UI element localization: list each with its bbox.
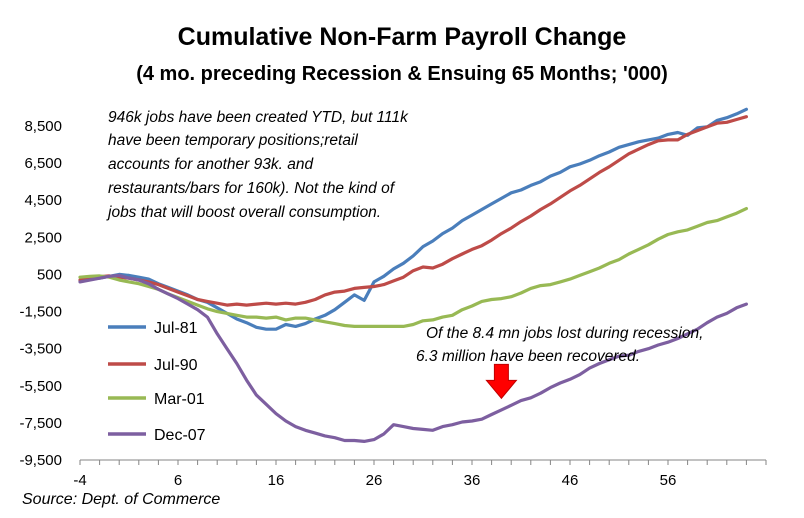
series-line-dec-07 <box>78 273 748 443</box>
y-tick-label: 4,500 <box>24 192 62 209</box>
x-tick-label: 26 <box>366 472 383 489</box>
y-tick-label: -9,500 <box>19 452 62 469</box>
note-line: 946k jobs have been created YTD, but 111… <box>108 109 409 126</box>
chart-subtitle: (4 mo. preceding Recession & Ensuing 65 … <box>136 63 668 85</box>
x-tick-label: 6 <box>174 472 182 489</box>
y-tick-label: 2,500 <box>24 229 62 246</box>
x-tick-label: 46 <box>562 472 579 489</box>
legend-label: Jul-90 <box>154 357 198 374</box>
y-tick-label: 8,500 <box>24 118 62 135</box>
chart-title: Cumulative Non-Farm Payroll Change <box>178 23 627 51</box>
series-lines <box>78 107 748 443</box>
series-line-jul-90 <box>78 115 748 307</box>
legend-label: Jul-81 <box>154 320 198 337</box>
y-tick-label: 6,500 <box>24 155 62 172</box>
annotation-note: 946k jobs have been created YTD, but 111… <box>106 109 409 221</box>
x-tick-label: 16 <box>268 472 285 489</box>
legend: Jul-81 Jul-90 Mar-01 Dec-07 <box>108 320 206 444</box>
note-line: restaurants/bars for 160k). Not the kind… <box>108 180 396 197</box>
note-line: accounts for another 93k. and <box>108 156 314 173</box>
legend-label: Mar-01 <box>154 391 205 408</box>
down-arrow-icon <box>485 363 518 400</box>
callout-line: Of the 8.4 mn jobs lost during recession… <box>426 325 703 342</box>
note-line: have been temporary positions;retail <box>108 132 358 149</box>
x-tick-label: 36 <box>464 472 481 489</box>
y-tick-label: -1,500 <box>19 304 62 321</box>
source-note: Source: Dept. of Commerce <box>22 491 220 508</box>
y-axis: -9,500 -7,500 -5,500 -3,500 -1,500 500 2,500 4,… <box>19 118 62 469</box>
y-tick-label: 500 <box>37 266 62 283</box>
callout-line: 6.3 million have been recovered. <box>416 348 640 365</box>
legend-label: Dec-07 <box>154 427 206 444</box>
x-tick-label: 56 <box>660 472 677 489</box>
note-line: jobs that will boost overall consumption… <box>106 204 381 221</box>
series-line-mar-01 <box>78 207 748 328</box>
y-tick-label: -7,500 <box>19 415 62 432</box>
red-arrow-layer <box>485 363 518 400</box>
y-tick-label: -5,500 <box>19 378 62 395</box>
x-axis: -4 6 16 26 36 46 56 <box>73 459 767 489</box>
annotation-callout: Of the 8.4 mn jobs lost during recession… <box>416 325 703 365</box>
x-tick-label: -4 <box>73 472 86 489</box>
y-tick-label: -3,500 <box>19 341 62 358</box>
